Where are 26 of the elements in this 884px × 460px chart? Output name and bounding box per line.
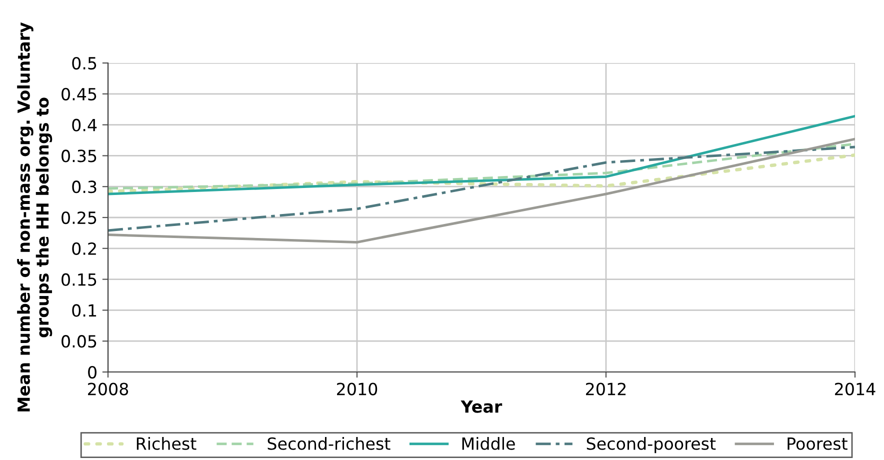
line-series — [108, 114, 855, 196]
line-series — [108, 146, 855, 232]
line-series — [108, 138, 855, 244]
legend-label: Middle — [462, 437, 515, 450]
y-tick-label: 0.05 — [62, 335, 96, 348]
legend-label: Richest — [136, 437, 196, 450]
y-tick-label: 0.3 — [72, 180, 96, 194]
x-tick-label: 2008 — [88, 382, 128, 396]
y-tick-label: 0.2 — [72, 242, 96, 255]
y-tick-label: 0.5 — [72, 56, 96, 70]
y-axis-title: Mean number of non-mass org. Voluntary groups the HH belongs to — [17, 22, 52, 412]
legend-label: Poorest — [788, 438, 848, 450]
y-tick-label: 0.15 — [62, 273, 96, 286]
y-tick-label: 0.45 — [62, 88, 96, 100]
y-tick-label: 0.4 — [72, 118, 97, 132]
y-tick-label: 0 — [88, 366, 96, 379]
x-axis-title: Year — [460, 400, 502, 413]
line-series — [108, 153, 855, 194]
x-tick-label: 2012 — [586, 382, 626, 396]
legend-label: Second-poorest — [586, 437, 716, 454]
x-tick-label: 2010 — [337, 382, 378, 396]
y-tick-label: 0.1 — [72, 304, 96, 317]
y-tick-label: 0.35 — [62, 150, 96, 162]
legend-label: Second-richest — [268, 437, 390, 450]
y-tick-label: 0.25 — [62, 211, 96, 224]
x-tick-label: 2014 — [835, 382, 876, 396]
